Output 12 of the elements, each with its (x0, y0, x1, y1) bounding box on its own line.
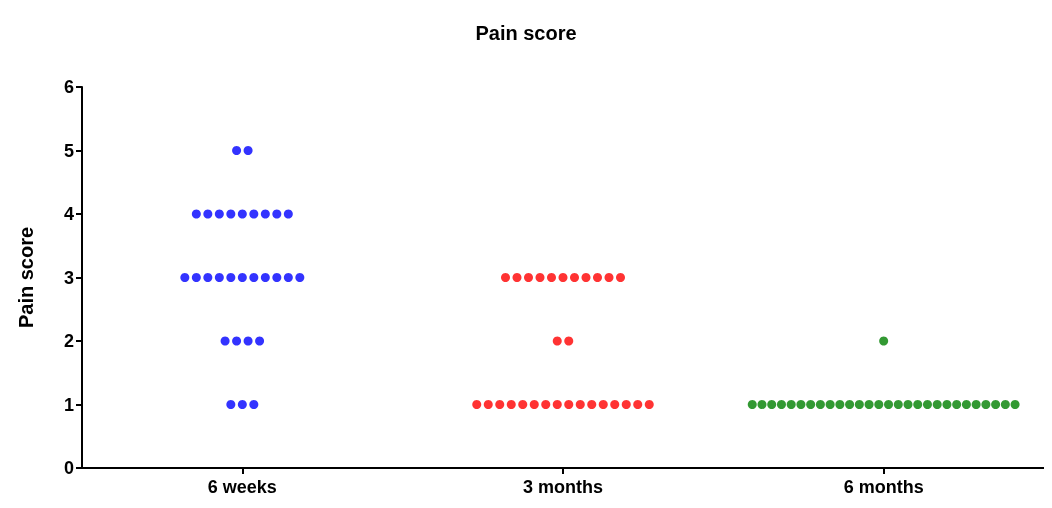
y-tick-label: 2 (63, 331, 74, 351)
chart-title: Pain score (475, 22, 577, 44)
x-tick-label: 6 months (843, 477, 924, 497)
y-tick-label: 1 (63, 394, 74, 415)
y-tick-label: 3 (63, 267, 74, 288)
y-tick-label: 6 (63, 77, 74, 97)
x-tick-label: 3 months (522, 477, 604, 497)
y-tick-label: 0 (63, 458, 74, 478)
y-axis-title: Pain score (15, 226, 37, 329)
y-tick-label: 4 (63, 204, 74, 224)
x-tick-label: 6 weeks (207, 477, 277, 497)
y-tick-label: 5 (63, 140, 74, 161)
